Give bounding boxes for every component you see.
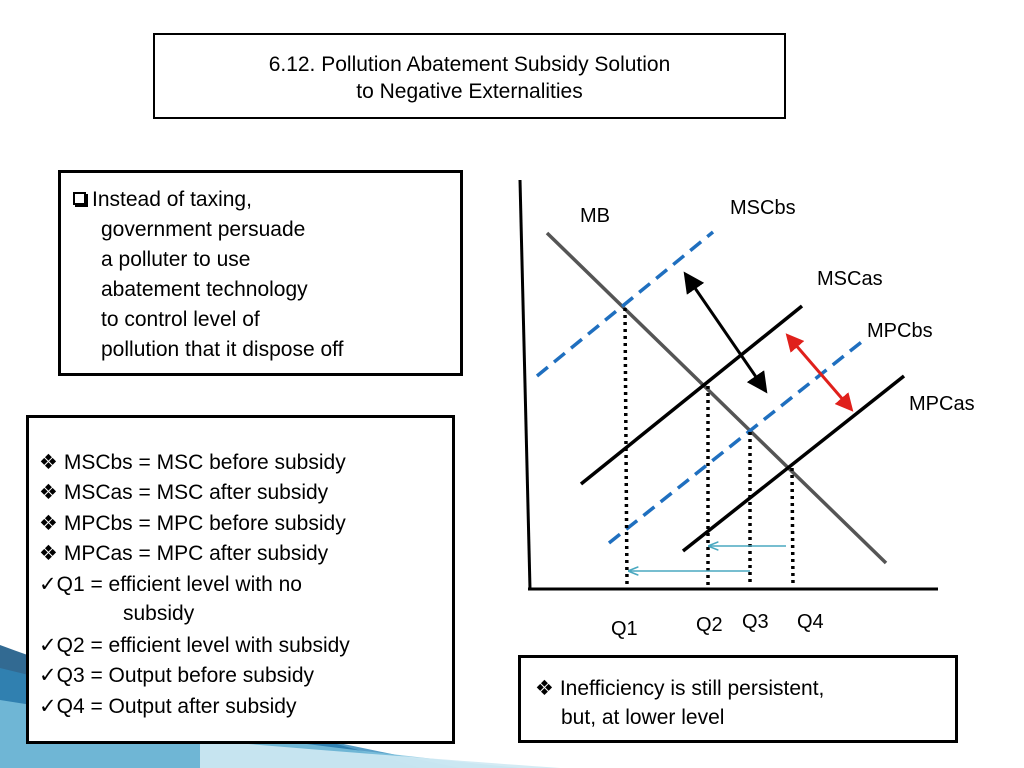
mpcbs-label: MPCbs (867, 320, 933, 342)
mscbs-curve (535, 230, 715, 378)
check-icon: ✓ (39, 634, 57, 657)
intro-line: a polluter to use (101, 248, 251, 271)
page-title-line1: 6.12. Pollution Abatement Subsidy Soluti… (268, 53, 671, 76)
checkbox-square-icon (73, 192, 86, 205)
q2-label: Q2 (696, 614, 723, 636)
mpcas-label: MPCas (909, 393, 975, 415)
legend-item: ❖ MPCbs = MPC before subsidy (39, 511, 346, 536)
legend-item: ✓Q3 = Output before subsidy (39, 663, 314, 688)
intro-line: abatement technology (101, 278, 308, 301)
intro-line: Instead of taxing, (73, 185, 252, 215)
legend-text: Q4 = Output after subsidy (56, 695, 297, 718)
mb-label: MB (580, 205, 610, 227)
q1-label: Q1 (611, 618, 638, 640)
mscas-curve (579, 304, 804, 486)
intro-text: Instead of taxing, (92, 188, 252, 211)
legend-text: MSCas = MSC after subsidy (63, 481, 329, 504)
legend-item: ✓Q1 = efficient level with no (39, 572, 302, 597)
q4-label: Q4 (797, 611, 824, 633)
mpcas-curve (681, 374, 906, 553)
title-box: 6.12. Pollution Abatement Subsidy Soluti… (153, 33, 786, 119)
diamond-bullet-icon: ❖ (39, 512, 58, 535)
q1-dropline (623, 307, 629, 587)
q3-label: Q3 (742, 611, 769, 633)
legend-text: Q2 = efficient level with subsidy (56, 634, 350, 657)
legend-text: MSCbs = MSC before subsidy (63, 451, 346, 474)
legend-item: ❖ MSCas = MSC after subsidy (39, 480, 328, 505)
check-icon: ✓ (39, 695, 57, 718)
note-box: ❖ Inefficiency is still persistent, but, … (518, 655, 958, 743)
intro-line: pollution that it dispose off (101, 338, 344, 361)
legend-item: ❖ MPCas = MPC after subsidy (39, 541, 328, 566)
legend-text: MPCbs = MPC before subsidy (63, 512, 346, 535)
diamond-bullet-icon: ❖ (39, 481, 58, 504)
legend-item: ❖ MSCbs = MSC before subsidy (39, 450, 346, 475)
legend-item: ✓Q4 = Output after subsidy (39, 694, 297, 719)
y-axis (518, 179, 532, 590)
shift-arrow-red (785, 333, 854, 412)
intro-line: government persuade (101, 218, 306, 241)
mpcbs-curve (607, 338, 866, 545)
legend-text: MPCas = MPC after subsidy (63, 542, 329, 565)
intro-box: Instead of taxing, government persuade a… (58, 170, 463, 376)
diamond-bullet-icon: ❖ (39, 542, 58, 565)
mb-curve (545, 231, 888, 565)
diamond-bullet-icon: ❖ (39, 451, 58, 474)
check-icon: ✓ (39, 664, 57, 687)
shift-arrow-black (683, 271, 768, 394)
check-icon: ✓ (39, 573, 57, 596)
diamond-bullet-icon: ❖ (535, 677, 554, 700)
note-line: ❖ Inefficiency is still persistent, (535, 676, 824, 701)
mscbs-label: MSCbs (730, 197, 796, 219)
legend-item: ✓Q2 = efficient level with subsidy (39, 633, 350, 658)
q4-dropline (790, 467, 795, 587)
legend-text: Q1 = efficient level with no (56, 573, 302, 596)
page-title-line2: to Negative Externalities (356, 80, 583, 103)
mscas-label: MSCas (817, 268, 883, 290)
note-text: Inefficiency is still persistent, (559, 677, 825, 700)
legend-text: Q3 = Output before subsidy (56, 664, 315, 687)
legend-box: ❖ MSCbs = MSC before subsidy ❖ MSCas = MSC… (26, 415, 455, 744)
legend-item: subsidy (123, 602, 195, 625)
intro-line: to control level of (101, 308, 260, 331)
note-line: but, at lower level (561, 706, 725, 729)
